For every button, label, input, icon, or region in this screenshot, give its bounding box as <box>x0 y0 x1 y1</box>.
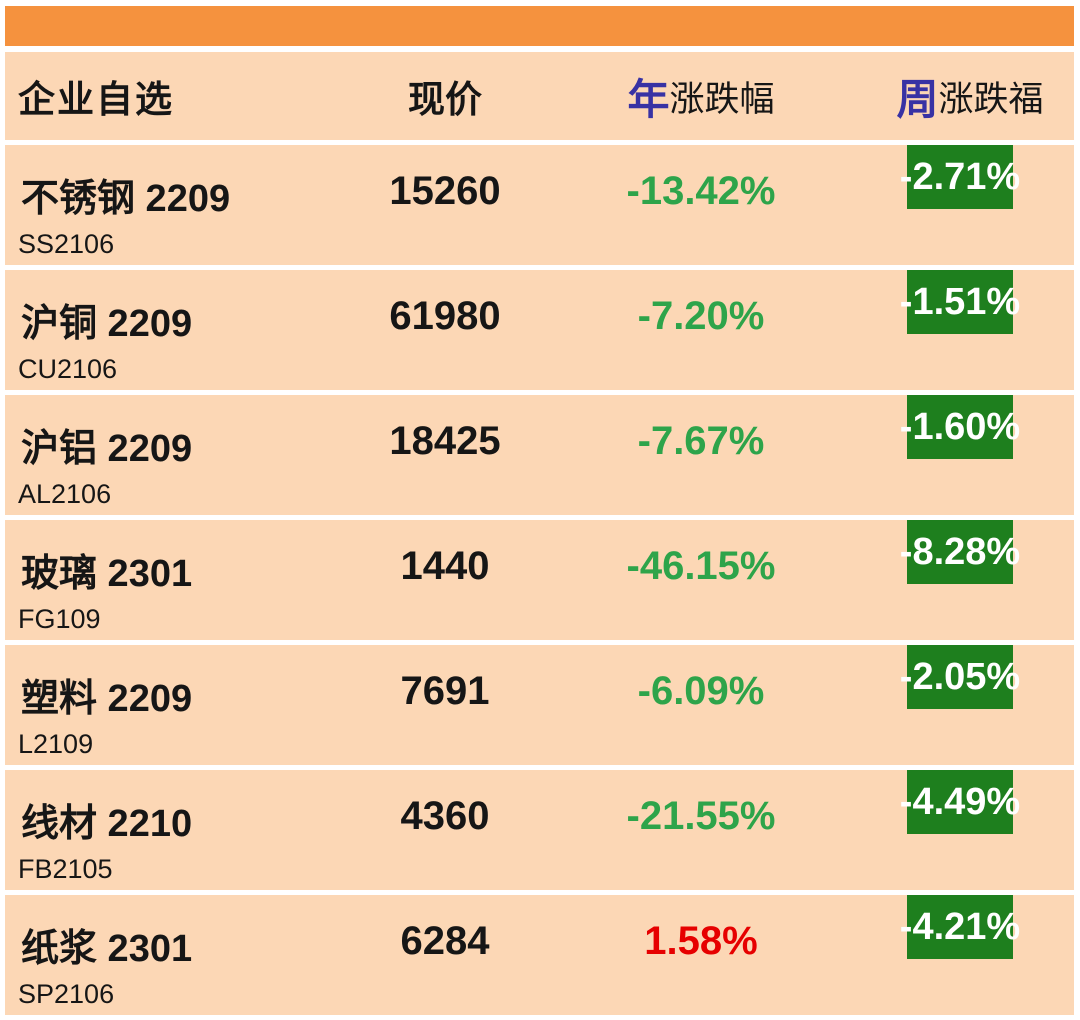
week-change-badge: -1.51% <box>900 270 1020 334</box>
year-change: -46.15% <box>626 544 776 588</box>
contract-code: SS2106 <box>18 229 115 259</box>
top-orange-band <box>5 6 1074 46</box>
current-price: 4360 <box>400 794 490 838</box>
current-price: 1440 <box>400 544 490 588</box>
table-row-pulp[interactable]: 纸浆 2301 SP2106 6284 1.58% -4.21% <box>5 895 1074 1015</box>
current-price: 61980 <box>389 294 501 338</box>
contract-name: 沪铜 2209 <box>21 303 193 345</box>
week-change-badge: -4.49% <box>900 770 1020 834</box>
week-header-label: 涨跌福 <box>938 79 1044 119</box>
table-row-plastic[interactable]: 塑料 2209 L2109 7691 -6.09% -2.05% <box>5 645 1074 765</box>
week-change-badge: -8.28% <box>900 520 1020 584</box>
table-row-glass[interactable]: 玻璃 2301 FG109 1440 -46.15% -8.28% <box>5 520 1074 640</box>
current-price: 7691 <box>400 669 490 713</box>
table-row-shanghai-copper[interactable]: 沪铜 2209 CU2106 61980 -7.20% -1.51% <box>5 270 1074 390</box>
week-change-badge: -2.05% <box>900 645 1020 709</box>
contract-code: SP2106 <box>18 979 115 1009</box>
year-header-accent: 年 <box>627 75 670 123</box>
contract-name: 纸浆 2301 <box>21 928 193 970</box>
current-price: 6284 <box>400 919 490 963</box>
table-row-wire-rod[interactable]: 线材 2210 FB2105 4360 -21.55% -4.49% <box>5 770 1074 890</box>
contract-code: L2109 <box>18 729 94 759</box>
current-price: 18425 <box>389 419 501 463</box>
week-change-badge: -1.60% <box>900 395 1020 459</box>
year-change: -7.20% <box>637 294 765 338</box>
table-row-stainless-steel[interactable]: 不锈钢 2209 SS2106 15260 -13.42% -2.71% <box>5 145 1074 265</box>
contract-code: FG109 <box>18 604 101 634</box>
year-change: 1.58% <box>644 919 758 963</box>
contract-name: 沪铝 2209 <box>21 428 193 470</box>
year-change: -7.67% <box>637 419 765 463</box>
column-header-year-change: 年涨跌幅 <box>565 52 837 140</box>
table-body: 不锈钢 2209 SS2106 15260 -13.42% -2.71% 沪铜 … <box>5 145 1074 1020</box>
year-change: -21.55% <box>626 794 776 838</box>
year-header-label: 涨跌幅 <box>669 79 775 119</box>
week-header-accent: 周 <box>896 75 939 123</box>
year-change: -6.09% <box>637 669 765 713</box>
contract-name: 不锈钢 2209 <box>21 178 231 220</box>
contract-code: AL2106 <box>18 479 112 509</box>
contract-name: 玻璃 2301 <box>21 553 193 595</box>
contract-code: FB2105 <box>18 854 113 884</box>
week-change-badge: -2.71% <box>900 145 1020 209</box>
week-change-badge: -4.21% <box>900 895 1020 959</box>
current-price: 15260 <box>389 169 501 213</box>
column-header-week-change: 周涨跌福 <box>835 52 1080 140</box>
contract-name: 塑料 2209 <box>21 678 193 720</box>
table-header-row: 企业自选 现价 年涨跌幅 周涨跌福 <box>5 52 1074 140</box>
contract-name: 线材 2210 <box>21 803 193 845</box>
column-header-current-price: 现价 <box>408 79 482 120</box>
column-header-watchlist: 企业自选 <box>18 79 174 120</box>
year-change: -13.42% <box>626 169 776 213</box>
table-row-shanghai-aluminum[interactable]: 沪铝 2209 AL2106 18425 -7.67% -1.60% <box>5 395 1074 515</box>
contract-code: CU2106 <box>18 354 118 384</box>
